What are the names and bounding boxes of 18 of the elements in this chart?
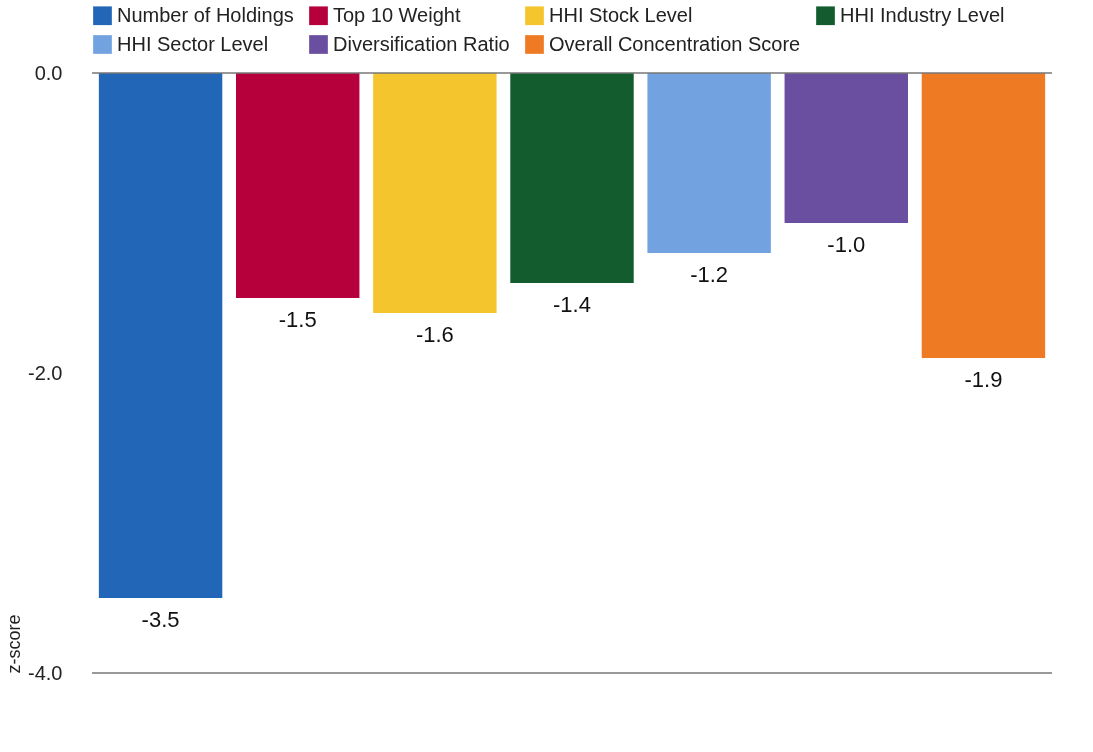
data-label: -1.6 bbox=[415, 322, 454, 347]
legend-label: HHI Sector Level bbox=[117, 32, 269, 55]
data-label: -1.2 bbox=[690, 262, 729, 287]
legend-label: Diversification Ratio bbox=[333, 32, 510, 55]
data-label: -1.4 bbox=[553, 292, 591, 317]
data-label: -1.0 bbox=[827, 232, 866, 257]
legend-label: Number of Holdings bbox=[117, 3, 294, 26]
y-tick-label: -4.0 bbox=[28, 661, 63, 684]
data-label: -1.9 bbox=[964, 367, 1003, 392]
legend-label: HHI Industry Level bbox=[840, 3, 1005, 26]
data-label: -1.5 bbox=[278, 307, 317, 332]
legend-label: Overall Concentration Score bbox=[549, 32, 801, 55]
legend-label: HHI Stock Level bbox=[549, 3, 693, 26]
y-tick-label: -2.0 bbox=[28, 361, 63, 384]
legend-label: Top 10 Weight bbox=[333, 3, 461, 26]
y-axis-title: z-score bbox=[4, 614, 25, 674]
data-label: -3.5 bbox=[141, 607, 180, 632]
y-tick-label: 0.0 bbox=[34, 61, 63, 84]
